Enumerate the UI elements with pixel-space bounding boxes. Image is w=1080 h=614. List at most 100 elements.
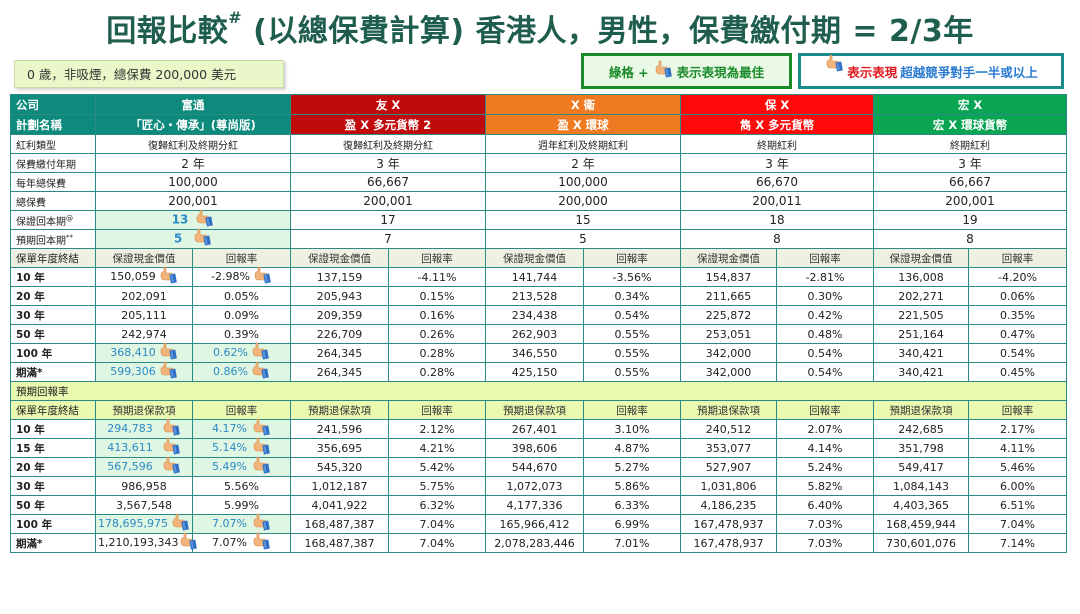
cell-rate: 0.09% — [192, 305, 291, 325]
dividend-type: 終期紅利 — [873, 134, 1067, 154]
value: 4.17% — [212, 422, 247, 435]
hand-pointing-icon — [251, 516, 271, 532]
guaranteed-breakeven: 15 — [485, 210, 681, 230]
dividend-type: 復歸紅利及終期分紅 — [290, 134, 486, 154]
cell-rate: 4.14% — [776, 438, 874, 458]
table-row-expected: 15 年 413,611 5.14% 356,695 4.21% 398,606… — [10, 438, 1067, 458]
label-annual-premium: 每年總保費 — [10, 172, 96, 192]
plan-name: 宏 X 環球貨幣 — [873, 114, 1067, 135]
col-return-rate: 回報率 — [583, 248, 681, 268]
col-expected-surrender: 預期退保款項 — [485, 400, 584, 420]
year-label: 30 年 — [10, 305, 96, 325]
cell-rate: -2.98% — [192, 268, 291, 287]
col-expected-surrender: 預期退保款項 — [873, 400, 969, 420]
hand-pointing-icon — [161, 421, 181, 437]
label-dividend: 紅利類型 — [10, 134, 96, 154]
table-row-guaranteed: 10 年 150,059 -2.98% 137,159 -4.11% 141,7… — [10, 267, 1067, 287]
cell-rate: 0.28% — [388, 343, 486, 363]
expected-breakeven-best: 5 — [95, 230, 291, 249]
legend-best-prefix: 綠格 + — [608, 64, 649, 80]
year-label: 50 年 — [10, 495, 96, 515]
cell-rate: 0.05% — [192, 286, 291, 306]
label-company: 公司 — [10, 94, 96, 115]
row-dividend: 紅利類型 復歸紅利及終期分紅 復歸紅利及終期分紅 週年紅利及終期紅利 終期紅利 … — [10, 134, 1067, 154]
row-expected-section: 預期回報率 — [10, 381, 1067, 401]
cell-rate: 0.55% — [583, 343, 681, 363]
cell-value: 242,974 — [95, 324, 193, 344]
cell-rate: 0.42% — [776, 305, 874, 325]
cell-rate: 0.48% — [776, 324, 874, 344]
annual-premium: 100,000 — [95, 172, 291, 192]
cell-value: 986,958 — [95, 476, 193, 496]
year-label: 50 年 — [10, 324, 96, 344]
hand-pointing-icon — [161, 459, 181, 475]
cell-rate: 6.40% — [776, 495, 874, 515]
pay-term: 2 年 — [95, 153, 291, 173]
cell-rate: 0.35% — [968, 305, 1067, 325]
footnote-mark: ** — [66, 233, 73, 242]
pay-term: 2 年 — [485, 153, 681, 173]
cell-value: 1,031,806 — [680, 476, 777, 496]
cell-value: 346,550 — [485, 343, 584, 363]
cell-rate: 0.54% — [776, 362, 874, 382]
cell-value: 264,345 — [290, 343, 389, 363]
expected-breakeven: 8 — [680, 229, 874, 249]
cell-value-best: 567,596 — [95, 458, 193, 477]
value: 0.62% — [213, 346, 248, 359]
hand-pointing-icon — [158, 364, 178, 380]
cell-rate: 2.17% — [968, 419, 1067, 439]
value: 5.49% — [212, 460, 247, 473]
col-return-rate: 回報率 — [968, 248, 1067, 268]
cell-rate: 7.14% — [968, 533, 1067, 553]
legend-beat-half: 表示表現 超越競爭對手一半或以上 — [798, 53, 1064, 89]
cell-value: 167,478,937 — [680, 514, 777, 534]
row-expected-breakeven: 預期回本期** 5 7 5 8 8 — [10, 229, 1067, 249]
col-return-rate: 回報率 — [192, 248, 291, 268]
cell-value: 353,077 — [680, 438, 777, 458]
hand-pointing-icon — [251, 421, 271, 437]
expected-breakeven: 5 — [485, 229, 681, 249]
col-expected-surrender: 預期退保款項 — [95, 400, 193, 420]
value: 599,306 — [110, 365, 156, 378]
table-row-guaranteed: 20 年 202,091 0.05% 205,943 0.15% 213,528… — [10, 286, 1067, 306]
cell-rate-best: 7.07% — [192, 515, 291, 534]
cell-value: 137,159 — [290, 267, 389, 287]
cell-rate: 3.10% — [583, 419, 681, 439]
guaranteed-breakeven-best: 13 — [95, 211, 291, 230]
hand-pointing-icon — [158, 345, 178, 361]
row-annual-premium: 每年總保費 100,000 66,667 100,000 66,670 66,6… — [10, 172, 1067, 192]
dividend-type: 週年紅利及終期紅利 — [485, 134, 681, 154]
cell-value: 1,012,187 — [290, 476, 389, 496]
cell-value: 226,709 — [290, 324, 389, 344]
guaranteed-breakeven: 18 — [680, 210, 874, 230]
col-guaranteed-cash-value: 保證現金價值 — [290, 248, 389, 268]
cell-rate: 0.34% — [583, 286, 681, 306]
cell-rate: 5.56% — [192, 476, 291, 496]
year-label: 20 年 — [10, 286, 96, 306]
cell-value: 167,478,937 — [680, 533, 777, 553]
guaranteed-breakeven: 17 — [290, 210, 486, 230]
cell-value: 545,320 — [290, 457, 389, 477]
company-name: 富通 — [95, 94, 291, 115]
cell-value: 340,421 — [873, 362, 969, 382]
page-title: 回報比較# (以總保費計算) 香港人，男性，保費繳付期 = 2/3年 — [0, 6, 1080, 50]
cell-value: 251,164 — [873, 324, 969, 344]
cell-rate: -3.56% — [583, 267, 681, 287]
row-expected-header: 保單年度終結 預期退保款項 回報率 預期退保款項 回報率 預期退保款項 回報率 … — [10, 400, 1067, 420]
cell-value: 2,078,283,446 — [485, 533, 584, 553]
legend-best-suffix: 表示表現為最佳 — [676, 64, 765, 80]
cell-rate: 7.03% — [776, 533, 874, 553]
col-guaranteed-cash-value: 保證現金價值 — [680, 248, 777, 268]
hand-pointing-icon — [251, 535, 271, 551]
cell-value: 202,271 — [873, 286, 969, 306]
company-name: 保 X — [680, 94, 874, 115]
col-return-rate: 回報率 — [583, 400, 681, 420]
cell-value: 165,966,412 — [485, 514, 584, 534]
cell-rate: 6.51% — [968, 495, 1067, 515]
hand-pointing-icon — [653, 63, 673, 79]
cell-rate: 5.75% — [388, 476, 486, 496]
annual-premium: 100,000 — [485, 172, 681, 192]
dividend-type: 終期紅利 — [680, 134, 874, 154]
plan-name: 盈 X 環球 — [485, 114, 681, 135]
hand-pointing-icon — [251, 459, 271, 475]
